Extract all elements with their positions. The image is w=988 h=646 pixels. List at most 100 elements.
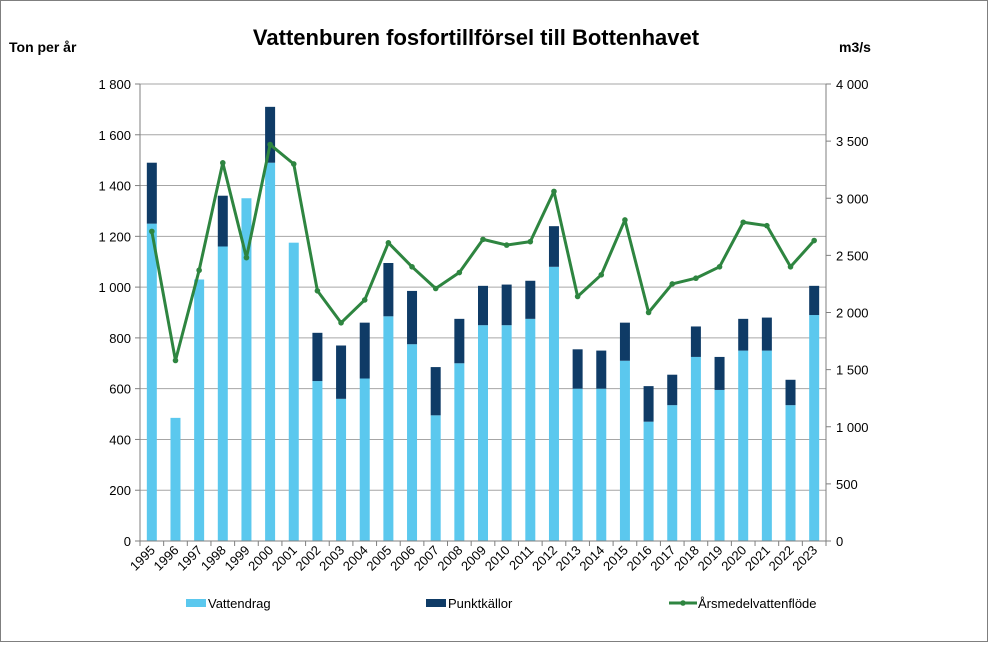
line-point bbox=[503, 242, 510, 248]
x-tick-label: 2010 bbox=[482, 543, 513, 574]
bar-punktkallor bbox=[217, 195, 228, 247]
line-point bbox=[764, 222, 770, 229]
right-tick-label: 2 000 bbox=[836, 306, 869, 321]
bar-vattendrag bbox=[194, 279, 205, 541]
line-point bbox=[693, 275, 699, 282]
bar-punktkallor bbox=[809, 285, 820, 316]
left-tick-label: 1 600 bbox=[98, 128, 131, 143]
bar-punktkallor bbox=[714, 356, 725, 390]
bar-punktkallor bbox=[667, 374, 678, 406]
bar-punktkallor bbox=[596, 350, 607, 389]
line-point bbox=[645, 309, 652, 316]
bar-punktkallor bbox=[643, 386, 654, 422]
line-point bbox=[787, 264, 794, 270]
line-point bbox=[385, 240, 392, 246]
line-point bbox=[480, 236, 486, 243]
bar-vattendrag bbox=[478, 325, 488, 541]
left-tick-label: 800 bbox=[109, 331, 131, 346]
bar-vattendrag bbox=[265, 162, 276, 541]
x-tick-label: 2004 bbox=[340, 543, 371, 574]
bar-punktkallor bbox=[548, 226, 559, 267]
bar-punktkallor bbox=[572, 349, 583, 389]
right-tick-label: 500 bbox=[836, 477, 858, 492]
line-point bbox=[196, 267, 202, 274]
x-tick-label: 2018 bbox=[671, 543, 702, 574]
line-point bbox=[716, 264, 723, 270]
x-tick-label: 2020 bbox=[718, 543, 749, 574]
line-point bbox=[409, 264, 415, 270]
x-tick-label: 2003 bbox=[316, 543, 347, 574]
left-tick-label: 1 000 bbox=[98, 280, 131, 295]
legend-swatch-punktkallor bbox=[426, 599, 446, 607]
right-axis-unit: m3/s bbox=[839, 39, 871, 55]
left-tick-label: 1 400 bbox=[98, 179, 131, 194]
x-tick-label: 2011 bbox=[506, 543, 536, 573]
bar-punktkallor bbox=[430, 367, 441, 416]
x-tick-label: 2006 bbox=[387, 543, 418, 574]
bar-vattendrag bbox=[146, 223, 157, 541]
x-tick-label: 1996 bbox=[151, 543, 182, 574]
x-tick-label: 2016 bbox=[624, 543, 655, 574]
line-point bbox=[267, 141, 273, 148]
line-point bbox=[740, 219, 747, 226]
left-axis-unit: Ton per år bbox=[9, 39, 77, 55]
right-tick-label: 3 000 bbox=[836, 191, 869, 206]
x-tick-label: 2001 bbox=[269, 543, 300, 574]
bar-vattendrag bbox=[809, 315, 820, 541]
bar-vattendrag bbox=[714, 389, 725, 541]
bar-punktkallor bbox=[407, 290, 418, 345]
right-tick-label: 1 500 bbox=[836, 363, 869, 378]
left-tick-label: 600 bbox=[109, 382, 131, 397]
line-point bbox=[811, 237, 817, 244]
legend-label-punktkallor: Punktkällor bbox=[448, 596, 513, 611]
left-tick-label: 1 800 bbox=[98, 77, 131, 92]
bar-vattendrag bbox=[383, 316, 394, 541]
left-tick-label: 0 bbox=[124, 534, 131, 549]
bar-punktkallor bbox=[146, 162, 157, 224]
line-point bbox=[669, 281, 676, 287]
line-point bbox=[527, 238, 534, 245]
bar-punktkallor bbox=[454, 318, 465, 364]
legend-label-vattendrag: Vattendrag bbox=[208, 596, 271, 611]
bar-vattendrag bbox=[690, 356, 701, 541]
x-tick-label: 2012 bbox=[529, 543, 560, 574]
x-tick-label: 2014 bbox=[576, 543, 607, 574]
x-tick-label: 2002 bbox=[292, 543, 323, 574]
bar-punktkallor bbox=[478, 285, 488, 326]
bar-punktkallor bbox=[359, 322, 370, 379]
bar-vattendrag bbox=[761, 350, 772, 541]
line-point bbox=[574, 293, 581, 300]
bar-punktkallor bbox=[619, 322, 630, 361]
line-point bbox=[456, 269, 463, 276]
bar-vattendrag bbox=[525, 318, 536, 541]
line-point bbox=[219, 160, 226, 166]
bar-punktkallor bbox=[501, 284, 512, 326]
right-tick-label: 3 500 bbox=[836, 134, 869, 149]
x-tick-label: 2013 bbox=[553, 543, 584, 574]
bar-vattendrag bbox=[288, 242, 299, 542]
x-tick-label: 1999 bbox=[222, 543, 253, 574]
bar-vattendrag bbox=[643, 421, 654, 541]
bar-punktkallor bbox=[525, 280, 536, 319]
x-tick-label: 2007 bbox=[411, 543, 442, 574]
bar-vattendrag bbox=[667, 405, 678, 541]
x-axis-labels: 1995199619971998199920002001200220032004… bbox=[127, 543, 820, 574]
bar-vattendrag bbox=[217, 246, 228, 541]
bar-vattendrag bbox=[454, 363, 465, 541]
bar-vattendrag bbox=[501, 325, 512, 541]
line-point bbox=[290, 161, 297, 167]
left-tick-label: 200 bbox=[109, 483, 131, 498]
bar-punktkallor bbox=[785, 379, 796, 406]
bar-vattendrag bbox=[359, 378, 370, 541]
x-tick-label: 2017 bbox=[647, 543, 678, 574]
bar-vattendrag bbox=[430, 415, 441, 541]
bar-vattendrag bbox=[407, 344, 418, 541]
line-point bbox=[551, 188, 557, 195]
x-tick-label: 1997 bbox=[174, 543, 205, 574]
bar-vattendrag bbox=[336, 398, 347, 541]
left-tick-label: 400 bbox=[109, 432, 131, 447]
legend-label-arsmedelvattenflode: Årsmedelvattenflöde bbox=[698, 596, 817, 611]
line-point bbox=[314, 287, 321, 294]
bar-punktkallor bbox=[312, 332, 323, 382]
